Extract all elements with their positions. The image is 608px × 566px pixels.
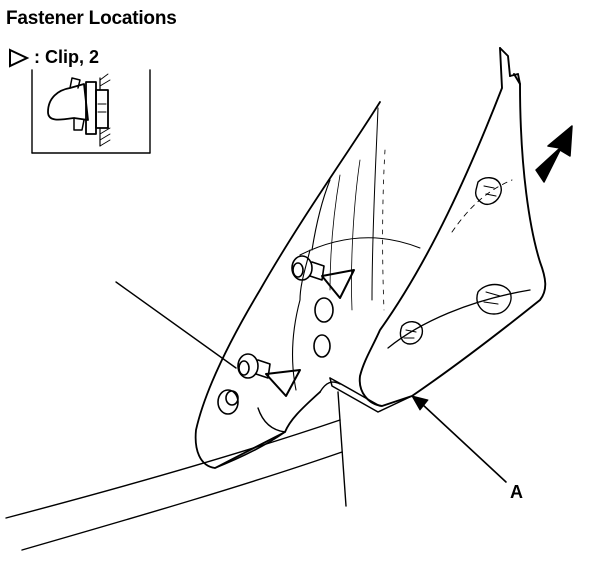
triangle-outline-icon	[9, 47, 30, 68]
leader-line-a	[421, 403, 507, 483]
door-frame-lines	[5, 281, 347, 551]
callout-label-a: A	[510, 482, 523, 502]
clip-inset	[31, 69, 151, 154]
removal-direction-arrow-icon	[535, 125, 573, 183]
clip-marker-triangle-1	[321, 269, 355, 299]
pillar-panel	[194, 101, 421, 469]
legend-text: : Clip, 2	[34, 47, 100, 67]
clip-2	[237, 353, 271, 379]
page-title: Fastener Locations	[6, 8, 177, 29]
garnish-a	[329, 47, 547, 413]
clip-marker-triangle-2	[265, 369, 301, 397]
clip-1	[291, 255, 325, 281]
legend: : Clip, 2	[8, 47, 99, 68]
leader-arrowhead	[411, 395, 429, 411]
mounting-holes	[217, 297, 334, 415]
